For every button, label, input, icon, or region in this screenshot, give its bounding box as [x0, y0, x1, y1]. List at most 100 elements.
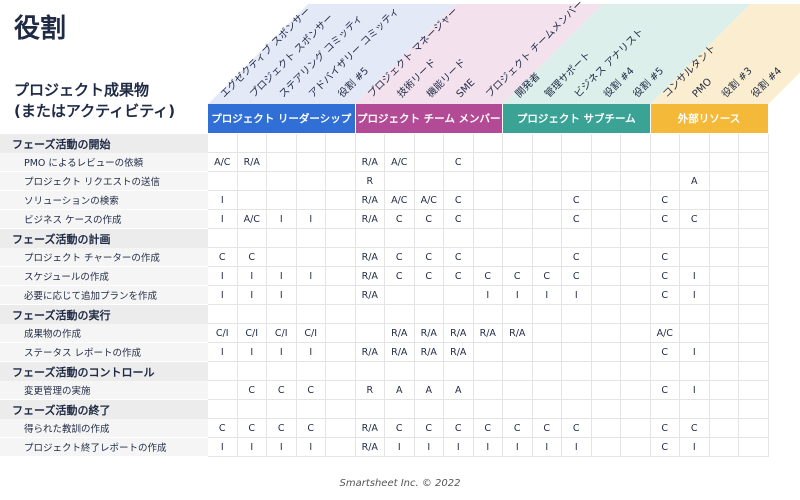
raci-cell	[562, 324, 592, 343]
raci-cell	[326, 172, 356, 191]
raci-cell: C	[650, 343, 680, 362]
raci-cell: I	[444, 438, 474, 457]
raci-cell: A/C	[414, 191, 444, 210]
task-label: 変更管理の実施	[0, 381, 208, 400]
raci-cell	[532, 324, 562, 343]
raci-cell: C	[208, 419, 238, 438]
task-row: 得られた教訓の作成 C C C C R/A C C C C C C C C C	[0, 419, 800, 438]
raci-cell	[326, 229, 356, 248]
raci-cell	[739, 381, 769, 400]
raci-cell: C	[532, 419, 562, 438]
raci-cell	[532, 172, 562, 191]
raci-cell	[591, 248, 621, 267]
task-label: プロジェクト リクエストの送信	[0, 172, 208, 191]
role-band-3	[503, 4, 751, 104]
group-header-1: プロジェクト リーダーシップ	[208, 104, 355, 133]
raci-cell: C	[562, 210, 592, 229]
task-label: スケジュールの作成	[0, 267, 208, 286]
raci-cell: R/A	[355, 438, 385, 457]
raci-cell	[326, 381, 356, 400]
raci-cell	[208, 362, 238, 381]
raci-cell	[739, 286, 769, 305]
raci-cell	[444, 229, 474, 248]
raci-cell	[503, 134, 533, 153]
raci-cell	[473, 400, 503, 419]
raci-cell: R/A	[444, 324, 474, 343]
raci-cell	[503, 305, 533, 324]
raci-cell	[562, 305, 592, 324]
raci-cell	[680, 400, 710, 419]
raci-cell	[296, 362, 326, 381]
raci-cell	[267, 134, 297, 153]
raci-cell	[503, 210, 533, 229]
raci-cell	[473, 191, 503, 210]
raci-cell	[739, 324, 769, 343]
raci-cell	[591, 210, 621, 229]
raci-cell	[208, 229, 238, 248]
raci-cell	[562, 343, 592, 362]
raci-cell	[739, 400, 769, 419]
raci-cell	[503, 362, 533, 381]
raci-cell: C	[680, 210, 710, 229]
raci-cell	[709, 172, 739, 191]
raci-cell	[621, 172, 651, 191]
raci-cell	[267, 229, 297, 248]
raci-cell	[709, 362, 739, 381]
raci-cell	[621, 286, 651, 305]
raci-cell	[385, 286, 415, 305]
raci-cell: C	[296, 381, 326, 400]
raci-cell	[680, 229, 710, 248]
raci-cell	[532, 153, 562, 172]
raci-cell	[680, 134, 710, 153]
raci-cell	[237, 172, 267, 191]
raci-cell	[503, 381, 533, 400]
raci-cell: C	[650, 210, 680, 229]
raci-cell	[444, 362, 474, 381]
raci-cell: I	[208, 343, 238, 362]
raci-cell	[326, 248, 356, 267]
raci-cell	[562, 381, 592, 400]
raci-cell	[532, 210, 562, 229]
raci-cell	[621, 210, 651, 229]
raci-cell: C	[680, 419, 710, 438]
raci-cell	[267, 191, 297, 210]
raci-cell	[208, 172, 238, 191]
raci-cell	[414, 153, 444, 172]
raci-cell	[709, 305, 739, 324]
raci-cell	[444, 172, 474, 191]
raci-cell	[473, 248, 503, 267]
raci-cell: R/A	[473, 324, 503, 343]
raci-cell	[591, 324, 621, 343]
task-label: 成果物の作成	[0, 324, 208, 343]
raci-cell	[709, 419, 739, 438]
task-row: プロジェクト チャーターの作成 C C R/A C C C C C	[0, 248, 800, 267]
raci-cell	[296, 134, 326, 153]
raci-cell	[503, 153, 533, 172]
raci-cell: C	[267, 419, 297, 438]
task-label: プロジェクト終了レポートの作成	[0, 438, 208, 457]
raci-cell	[562, 229, 592, 248]
raci-cell: R/A	[355, 248, 385, 267]
raci-cell: I	[296, 343, 326, 362]
raci-cell	[326, 134, 356, 153]
raci-cell	[621, 419, 651, 438]
raci-cell: C	[296, 419, 326, 438]
raci-cell: C	[385, 248, 415, 267]
raci-cell	[414, 305, 444, 324]
raci-cell	[739, 419, 769, 438]
raci-cell: C	[444, 419, 474, 438]
raci-cell	[680, 248, 710, 267]
raci-cell	[267, 400, 297, 419]
raci-cell: I	[208, 267, 238, 286]
raci-cell	[326, 438, 356, 457]
raci-cell	[621, 381, 651, 400]
raci-cell	[709, 324, 739, 343]
raci-cell: I	[237, 438, 267, 457]
raci-cell: C/I	[208, 324, 238, 343]
raci-cell: R/A	[355, 419, 385, 438]
raci-cell: C	[385, 267, 415, 286]
raci-cell	[709, 267, 739, 286]
raci-cell	[414, 172, 444, 191]
raci-cell: C	[237, 248, 267, 267]
raci-cell: R/A	[414, 324, 444, 343]
